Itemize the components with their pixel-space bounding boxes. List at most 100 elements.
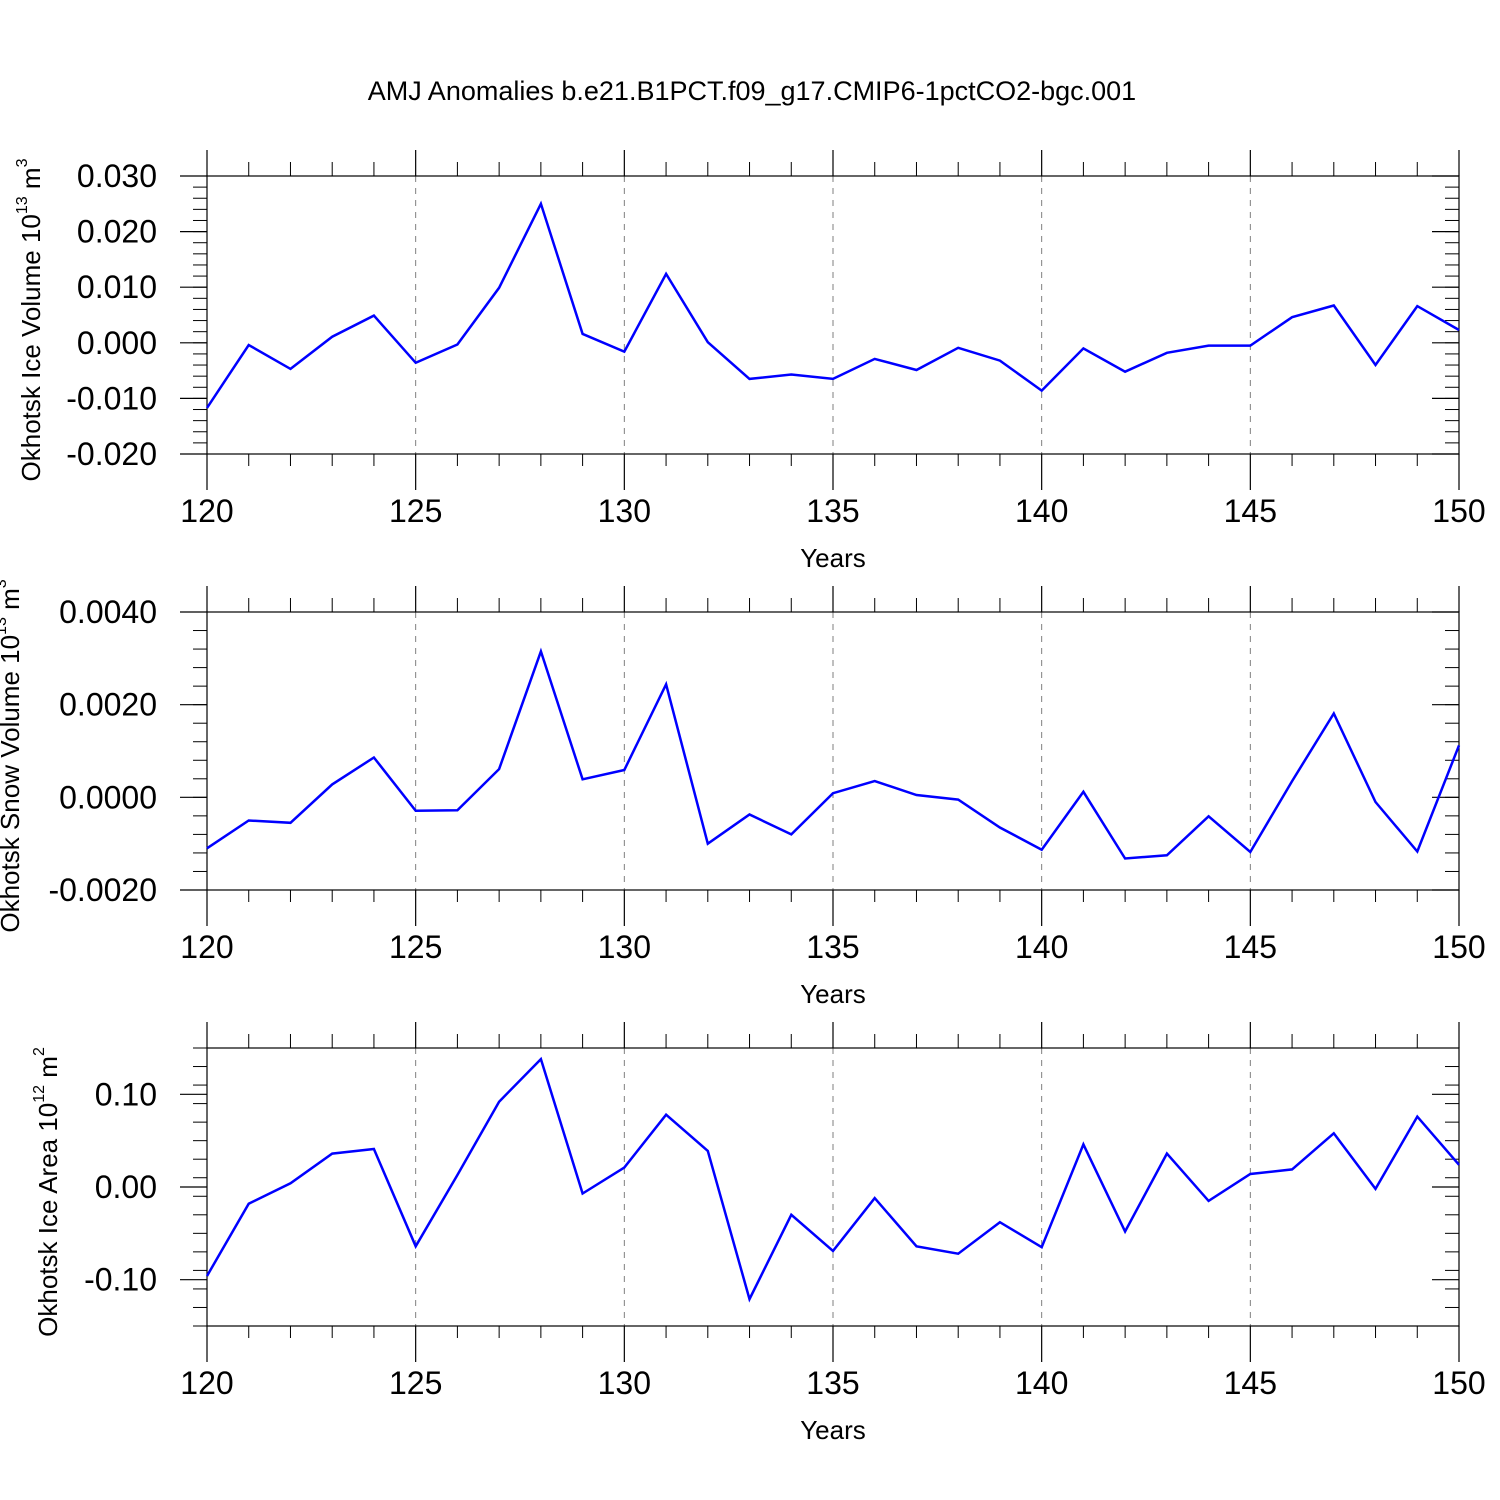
- data-point: [831, 791, 835, 795]
- data-point: [1207, 814, 1211, 818]
- y-axis-title-exponent: 13: [14, 196, 31, 214]
- data-point: [664, 272, 668, 276]
- data-point: [1374, 363, 1378, 367]
- figure-title: AMJ Anomalies b.e21.B1PCT.f09_g17.CMIP6-…: [368, 76, 1136, 106]
- data-point: [330, 335, 334, 339]
- data-point: [581, 777, 585, 781]
- data-point: [414, 361, 418, 365]
- y-axis-title-unit: m: [16, 167, 46, 196]
- x-tick-label: 140: [1015, 1365, 1068, 1401]
- data-point: [247, 1202, 251, 1206]
- data-point: [330, 782, 334, 786]
- data-point: [956, 346, 960, 350]
- y-tick-label: 0.00: [95, 1169, 157, 1205]
- data-point: [1081, 790, 1085, 794]
- data-point: [873, 779, 877, 783]
- data-point: [1332, 711, 1336, 715]
- y-axis-title: Okhotsk Snow Volume 1013 m3: [0, 579, 25, 932]
- data-point: [205, 846, 209, 850]
- x-tick-label: 125: [389, 929, 442, 965]
- x-tick-label: 135: [806, 929, 859, 965]
- y-axis-title: Okhotsk Ice Volume 1013 m3: [14, 158, 46, 481]
- data-point: [247, 343, 251, 347]
- y-tick-label: 0.0040: [59, 594, 157, 630]
- data-point: [1457, 1163, 1461, 1167]
- data-point: [706, 340, 710, 344]
- chart-panel-3: 120 125 130 135 140 145 150 -0.10 0.00 0.10 Years O…: [31, 1022, 1486, 1445]
- data-point: [288, 1181, 292, 1185]
- data-line: [205, 1056, 1460, 1303]
- data-point: [748, 1297, 752, 1301]
- data-point: [998, 825, 1002, 829]
- data-point: [539, 202, 543, 206]
- x-tick-label: 120: [180, 1365, 233, 1401]
- y-axis-title-exponent: 13: [0, 617, 10, 635]
- y-tick-label: -0.0020: [48, 872, 157, 908]
- data-point: [1415, 1115, 1419, 1119]
- data-point: [748, 377, 752, 381]
- y-axis-title-main: Okhotsk Snow Volume 10: [0, 635, 25, 933]
- x-tick-label: 135: [806, 493, 859, 529]
- data-point: [1290, 779, 1294, 783]
- x-tick-label: 145: [1224, 1365, 1277, 1401]
- data-point: [1248, 344, 1252, 348]
- y-axis-title-main: Okhotsk Ice Volume 10: [16, 214, 46, 481]
- y-axis-title-main: Okhotsk Ice Area 10: [33, 1103, 63, 1337]
- y-axis-title: Okhotsk Ice Area 1012 m2: [31, 1047, 63, 1337]
- data-point: [1165, 853, 1169, 857]
- data-point: [873, 1196, 877, 1200]
- data-point: [247, 819, 251, 823]
- data-point: [455, 808, 459, 812]
- data-point: [706, 1149, 710, 1153]
- data-point: [789, 1213, 793, 1217]
- data-point: [1290, 1167, 1294, 1171]
- y-axis-title-unit-exponent: 3: [14, 158, 31, 167]
- data-point: [1248, 850, 1252, 854]
- y-axis-title-unit-exponent: 3: [0, 579, 10, 588]
- data-point: [789, 372, 793, 376]
- y-tick-label: 0.000: [77, 325, 157, 361]
- data-point: [1374, 1187, 1378, 1191]
- data-point: [372, 755, 376, 759]
- data-line: [206, 647, 1461, 860]
- data-point: [330, 1152, 334, 1156]
- data-point: [1248, 1172, 1252, 1176]
- data-point: [914, 793, 918, 797]
- x-tick-label: 130: [598, 1365, 651, 1401]
- data-point: [205, 406, 209, 410]
- y-tick-label: -0.10: [84, 1262, 157, 1298]
- x-tick-label: 125: [389, 1365, 442, 1401]
- data-point: [1415, 850, 1419, 854]
- data-point: [1040, 1245, 1044, 1249]
- data-point: [664, 682, 668, 686]
- data-point: [1123, 370, 1127, 374]
- data-point: [1081, 346, 1085, 350]
- data-point: [581, 1191, 585, 1195]
- data-point: [622, 768, 626, 772]
- data-point: [1290, 315, 1294, 319]
- x-tick-label: 120: [180, 493, 233, 529]
- data-point: [1123, 856, 1127, 860]
- x-tick-label: 130: [598, 493, 651, 529]
- x-tick-label: 125: [389, 493, 442, 529]
- data-point: [998, 1220, 1002, 1224]
- y-axis-title-unit: m: [33, 1056, 63, 1085]
- chart-panel-2: 120 125 130 135 140 145 150 -0.0020 0.0000 0.0020…: [0, 579, 1486, 1009]
- x-tick-label: 135: [806, 1365, 859, 1401]
- data-point: [1123, 1229, 1127, 1233]
- x-tick-label: 145: [1224, 493, 1277, 529]
- data-point: [581, 332, 585, 336]
- y-tick-label: 0.10: [95, 1076, 157, 1112]
- data-point: [288, 367, 292, 371]
- data-point: [831, 1249, 835, 1253]
- data-point: [664, 1113, 668, 1117]
- data-point: [831, 377, 835, 381]
- data-point: [1165, 351, 1169, 355]
- y-tick-label: 0.020: [77, 214, 157, 250]
- x-tick-label: 120: [180, 929, 233, 965]
- data-point: [1040, 848, 1044, 852]
- data-point: [539, 1057, 543, 1061]
- x-tick-label: 130: [598, 929, 651, 965]
- data-point: [1457, 328, 1461, 332]
